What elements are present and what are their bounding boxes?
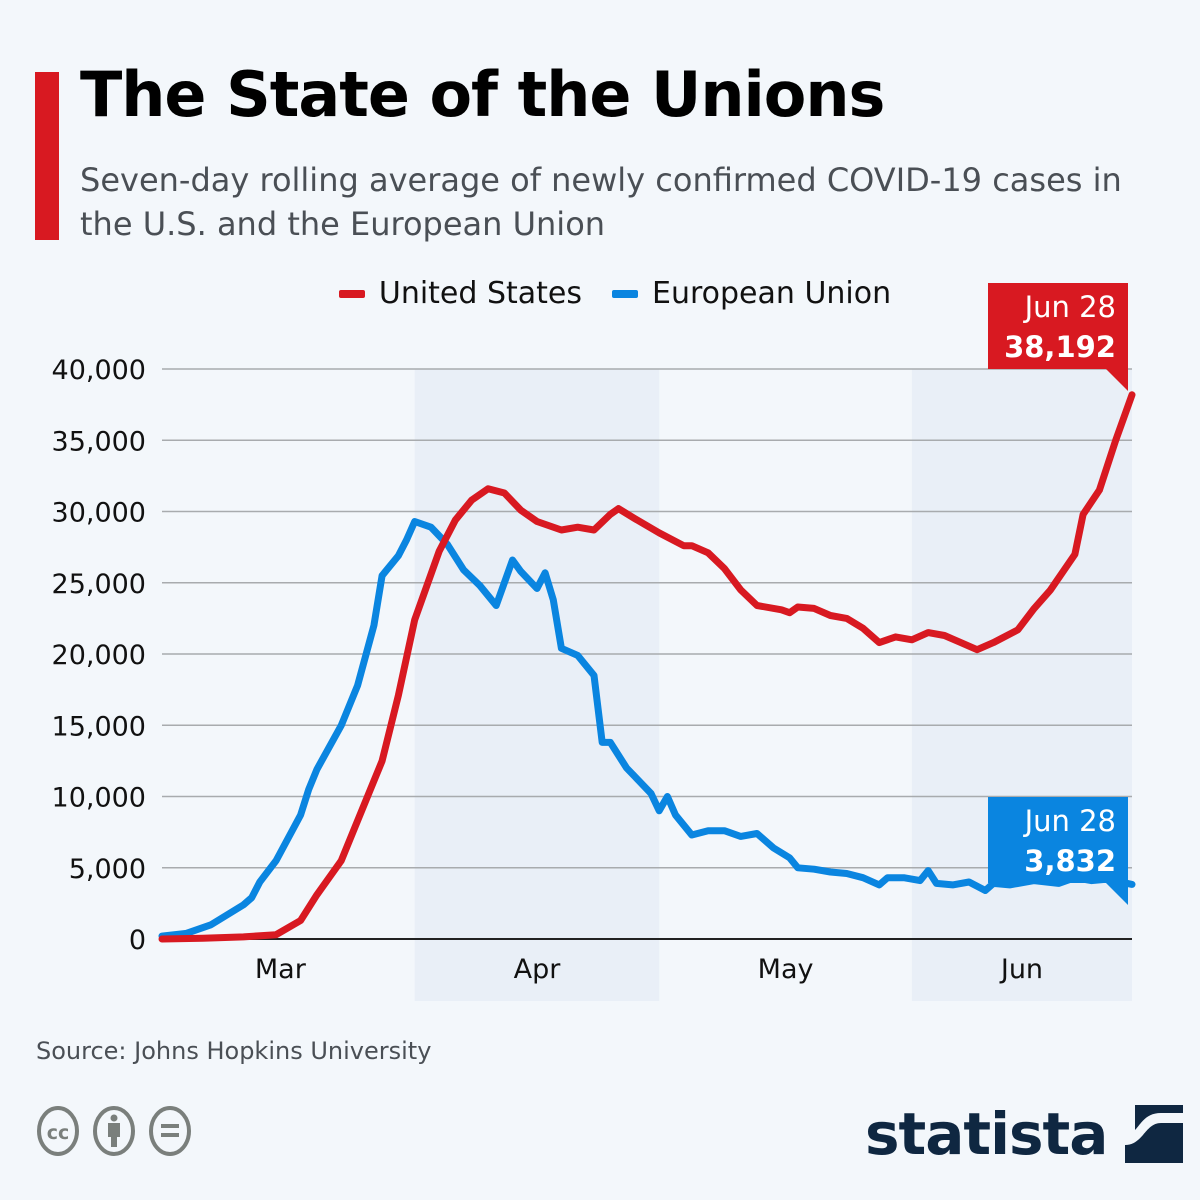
callout-eu: Jun 28 3,832 [988, 797, 1128, 905]
statista-logo-icon [1125, 1105, 1184, 1163]
x-tick-label: Mar [255, 954, 307, 985]
svg-text:cc: cc [47, 1122, 70, 1144]
y-tick-label: 10,000 [52, 783, 146, 814]
month-band-apr [414, 369, 660, 1001]
callout-eu-value: 3,832 [1024, 844, 1116, 878]
legend-label-eu: European Union [652, 276, 892, 311]
attribution-icon [93, 1106, 135, 1156]
y-tick-label: 40,000 [52, 355, 146, 386]
callout-eu-date: Jun 28 [1023, 804, 1116, 838]
logo-text: statista [865, 1100, 1108, 1168]
x-tick-label: Apr [514, 954, 562, 985]
legend: United States European Union [0, 276, 1200, 311]
y-tick-label: 30,000 [52, 498, 146, 529]
y-tick-label: 25,000 [52, 569, 146, 600]
source-note: Source: Johns Hopkins University [36, 1037, 432, 1065]
title-accent-bar [35, 72, 59, 240]
callout-us-pointer [1106, 369, 1128, 391]
callout-eu-pointer [1106, 883, 1128, 905]
y-tick-label: 5,000 [69, 854, 146, 885]
cc-icon: cc [37, 1106, 79, 1156]
legend-swatch-eu [612, 289, 639, 298]
legend-swatch-us [338, 289, 365, 298]
x-tick-label: Jun [999, 954, 1043, 985]
x-tick-label: May [758, 954, 814, 985]
callout-eu-box [988, 797, 1128, 883]
legend-item-us: United States [338, 276, 583, 311]
y-tick-label: 20,000 [52, 640, 146, 671]
y-tick-label: 35,000 [52, 426, 146, 457]
callout-us-box [988, 283, 1128, 369]
chart-subtitle: Seven-day rolling average of newly confi… [80, 161, 1122, 243]
legend-item-eu: European Union [612, 276, 891, 311]
y-tick-label: 0 [129, 925, 146, 956]
callout-us: Jun 28 38,192 [988, 283, 1128, 391]
month-band-jun [911, 369, 1132, 1001]
statista-logo: statista [865, 1100, 1184, 1168]
callout-us-date: Jun 28 [1023, 290, 1116, 324]
legend-label-us: United States [378, 276, 583, 311]
series-line-eu [158, 518, 1136, 940]
callout-us-value: 38,192 [1004, 330, 1116, 364]
no-derivatives-icon [149, 1106, 191, 1156]
license-icons: cc [36, 1105, 192, 1157]
y-tick-label: 15,000 [52, 711, 146, 742]
series-line-us [158, 391, 1136, 943]
chart-title: The State of the Unions [80, 58, 885, 131]
